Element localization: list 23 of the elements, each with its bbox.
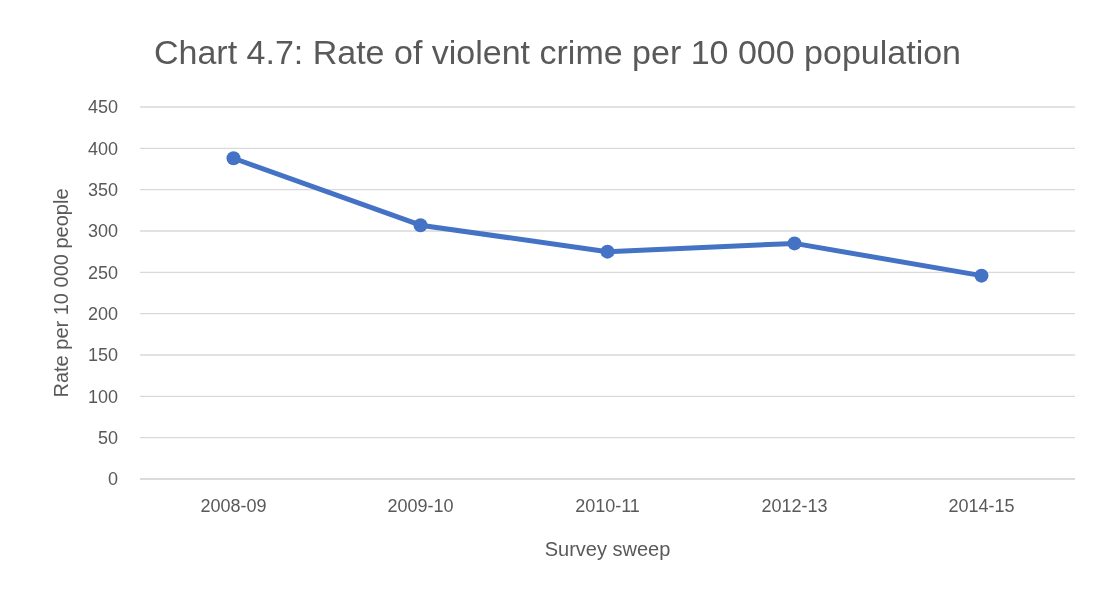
y-tick-label: 450	[87, 97, 118, 118]
x-axis-title: Survey sweep	[544, 538, 671, 560]
y-tick-label: 350	[87, 179, 118, 200]
y-tick-label: 300	[87, 221, 118, 242]
y-tick-label: 400	[87, 138, 118, 159]
point	[787, 236, 802, 251]
x-tick-label: 2010-11	[575, 496, 640, 516]
y-tick-label: 50	[97, 427, 118, 448]
point	[226, 151, 241, 166]
x-tick-label: 2012-13	[761, 496, 828, 516]
point	[600, 244, 615, 259]
y-tick-label: 100	[87, 386, 118, 407]
x-tick-label: 2014-15	[948, 496, 1015, 516]
y-tick-label: 200	[87, 303, 118, 324]
point	[413, 218, 428, 233]
point	[974, 268, 989, 283]
y-tick-label: 0	[107, 469, 118, 490]
x-tick-label: 2009-10	[387, 496, 454, 516]
chart-title: Chart 4.7: Rate of violent crime per 10 000 population	[153, 33, 962, 71]
x-tick-label: 2008-09	[200, 496, 267, 516]
y-tick-label: 150	[87, 345, 118, 366]
y-axis-title: Rate per 10 000 people	[50, 188, 72, 398]
y-tick-label: 250	[87, 262, 118, 283]
